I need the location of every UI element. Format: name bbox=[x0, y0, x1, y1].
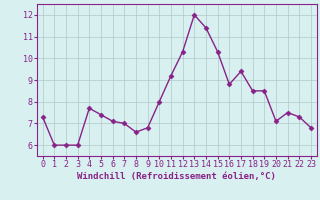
X-axis label: Windchill (Refroidissement éolien,°C): Windchill (Refroidissement éolien,°C) bbox=[77, 172, 276, 181]
